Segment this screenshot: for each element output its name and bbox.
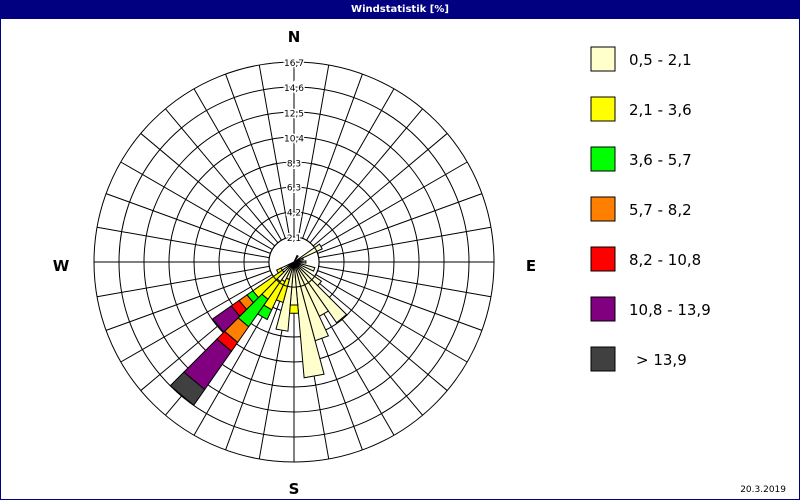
legend-swatch [590, 346, 616, 372]
window-title: Windstatistik [%] [1, 1, 799, 19]
compass-label-west: W [53, 257, 70, 275]
date-stamp: 20.3.2019 [740, 485, 786, 495]
legend-swatch [590, 296, 616, 322]
grid-spoke [306, 88, 395, 241]
legend-swatch [590, 46, 616, 72]
wind-sectors [169, 243, 348, 406]
radial-tick-label: 2,1 [287, 234, 301, 244]
radial-tick-label: 12,5 [284, 109, 304, 119]
radial-tick-label: 10,4 [284, 134, 304, 144]
grid-spoke [315, 274, 468, 363]
grid-spoke [318, 265, 492, 298]
grid-spoke [258, 64, 291, 238]
legend: 0,5 - 2,1 2,1 - 3,6 3,6 - 5,7 5,7 - 8,2 8,2 … [590, 46, 711, 372]
legend-swatch [590, 196, 616, 222]
grid-spoke [96, 226, 270, 259]
grid-spoke [317, 270, 483, 331]
legend-label: 2,1 - 3,6 [629, 101, 692, 119]
compass-labels: N E S W [53, 28, 536, 498]
legend-label: 0,5 - 2,1 [629, 51, 692, 69]
radial-tick-label: 4,2 [287, 209, 301, 219]
wind-sector-230-class-6 [211, 305, 241, 334]
grid-spoke [297, 64, 330, 238]
grid-spoke [225, 73, 286, 239]
grid-spoke [315, 161, 468, 250]
grid-spoke [140, 133, 276, 247]
legend-swatch [590, 246, 616, 272]
radial-tick-label: 8,3 [287, 160, 301, 170]
wind-sector-240-class-2 [275, 267, 283, 274]
compass-label-north: N [288, 28, 301, 46]
radial-tick-label: 16,7 [284, 59, 304, 69]
wind-sector-170-class-1 [293, 261, 325, 379]
radial-tick-label: 14,6 [284, 84, 304, 94]
calm-ring [268, 236, 320, 288]
grid-spoke [120, 161, 273, 250]
polar-grid [93, 61, 495, 463]
compass-label-south: S [289, 480, 300, 498]
wind-sector-70-class-1 [293, 257, 304, 263]
grid-spoke [120, 274, 273, 363]
legend-swatch [590, 96, 616, 122]
wind-sector-90-class-1 [293, 260, 307, 264]
grid-spoke [312, 133, 448, 247]
grid-spoke [105, 270, 271, 331]
wind-sector-110-class-1 [293, 261, 316, 272]
grid-spoke [96, 265, 270, 298]
legend-label: 8,2 - 10,8 [629, 251, 701, 269]
legend-swatch [590, 146, 616, 172]
radial-tick-label: 6,3 [287, 184, 301, 194]
legend-label: > 13,9 [636, 351, 687, 369]
grid-spoke [105, 193, 271, 254]
grid-spoke [302, 73, 363, 239]
radial-tick-labels: 2,1 4,2 6,3 8,3 10,4 12,5 14,6 16,7 [282, 58, 305, 246]
compass-label-east: E [526, 257, 536, 275]
grid-spoke [165, 108, 279, 244]
grid-spoke [309, 108, 423, 244]
wind-sector-180-class-2 [288, 304, 300, 314]
legend-label: 5,7 - 8,2 [629, 201, 692, 219]
grid-spoke [225, 285, 286, 451]
calm-circle [268, 236, 320, 288]
grid-spoke [312, 277, 448, 391]
legend-label: 10,8 - 13,9 [629, 301, 711, 319]
grid-spoke [193, 88, 282, 241]
grid-spoke [317, 193, 483, 254]
grid-spoke [318, 226, 492, 259]
wind-sector-30-class-1 [293, 254, 299, 263]
legend-label: 3,6 - 5,7 [629, 151, 692, 169]
wind-sector-220-class-7 [169, 371, 206, 406]
